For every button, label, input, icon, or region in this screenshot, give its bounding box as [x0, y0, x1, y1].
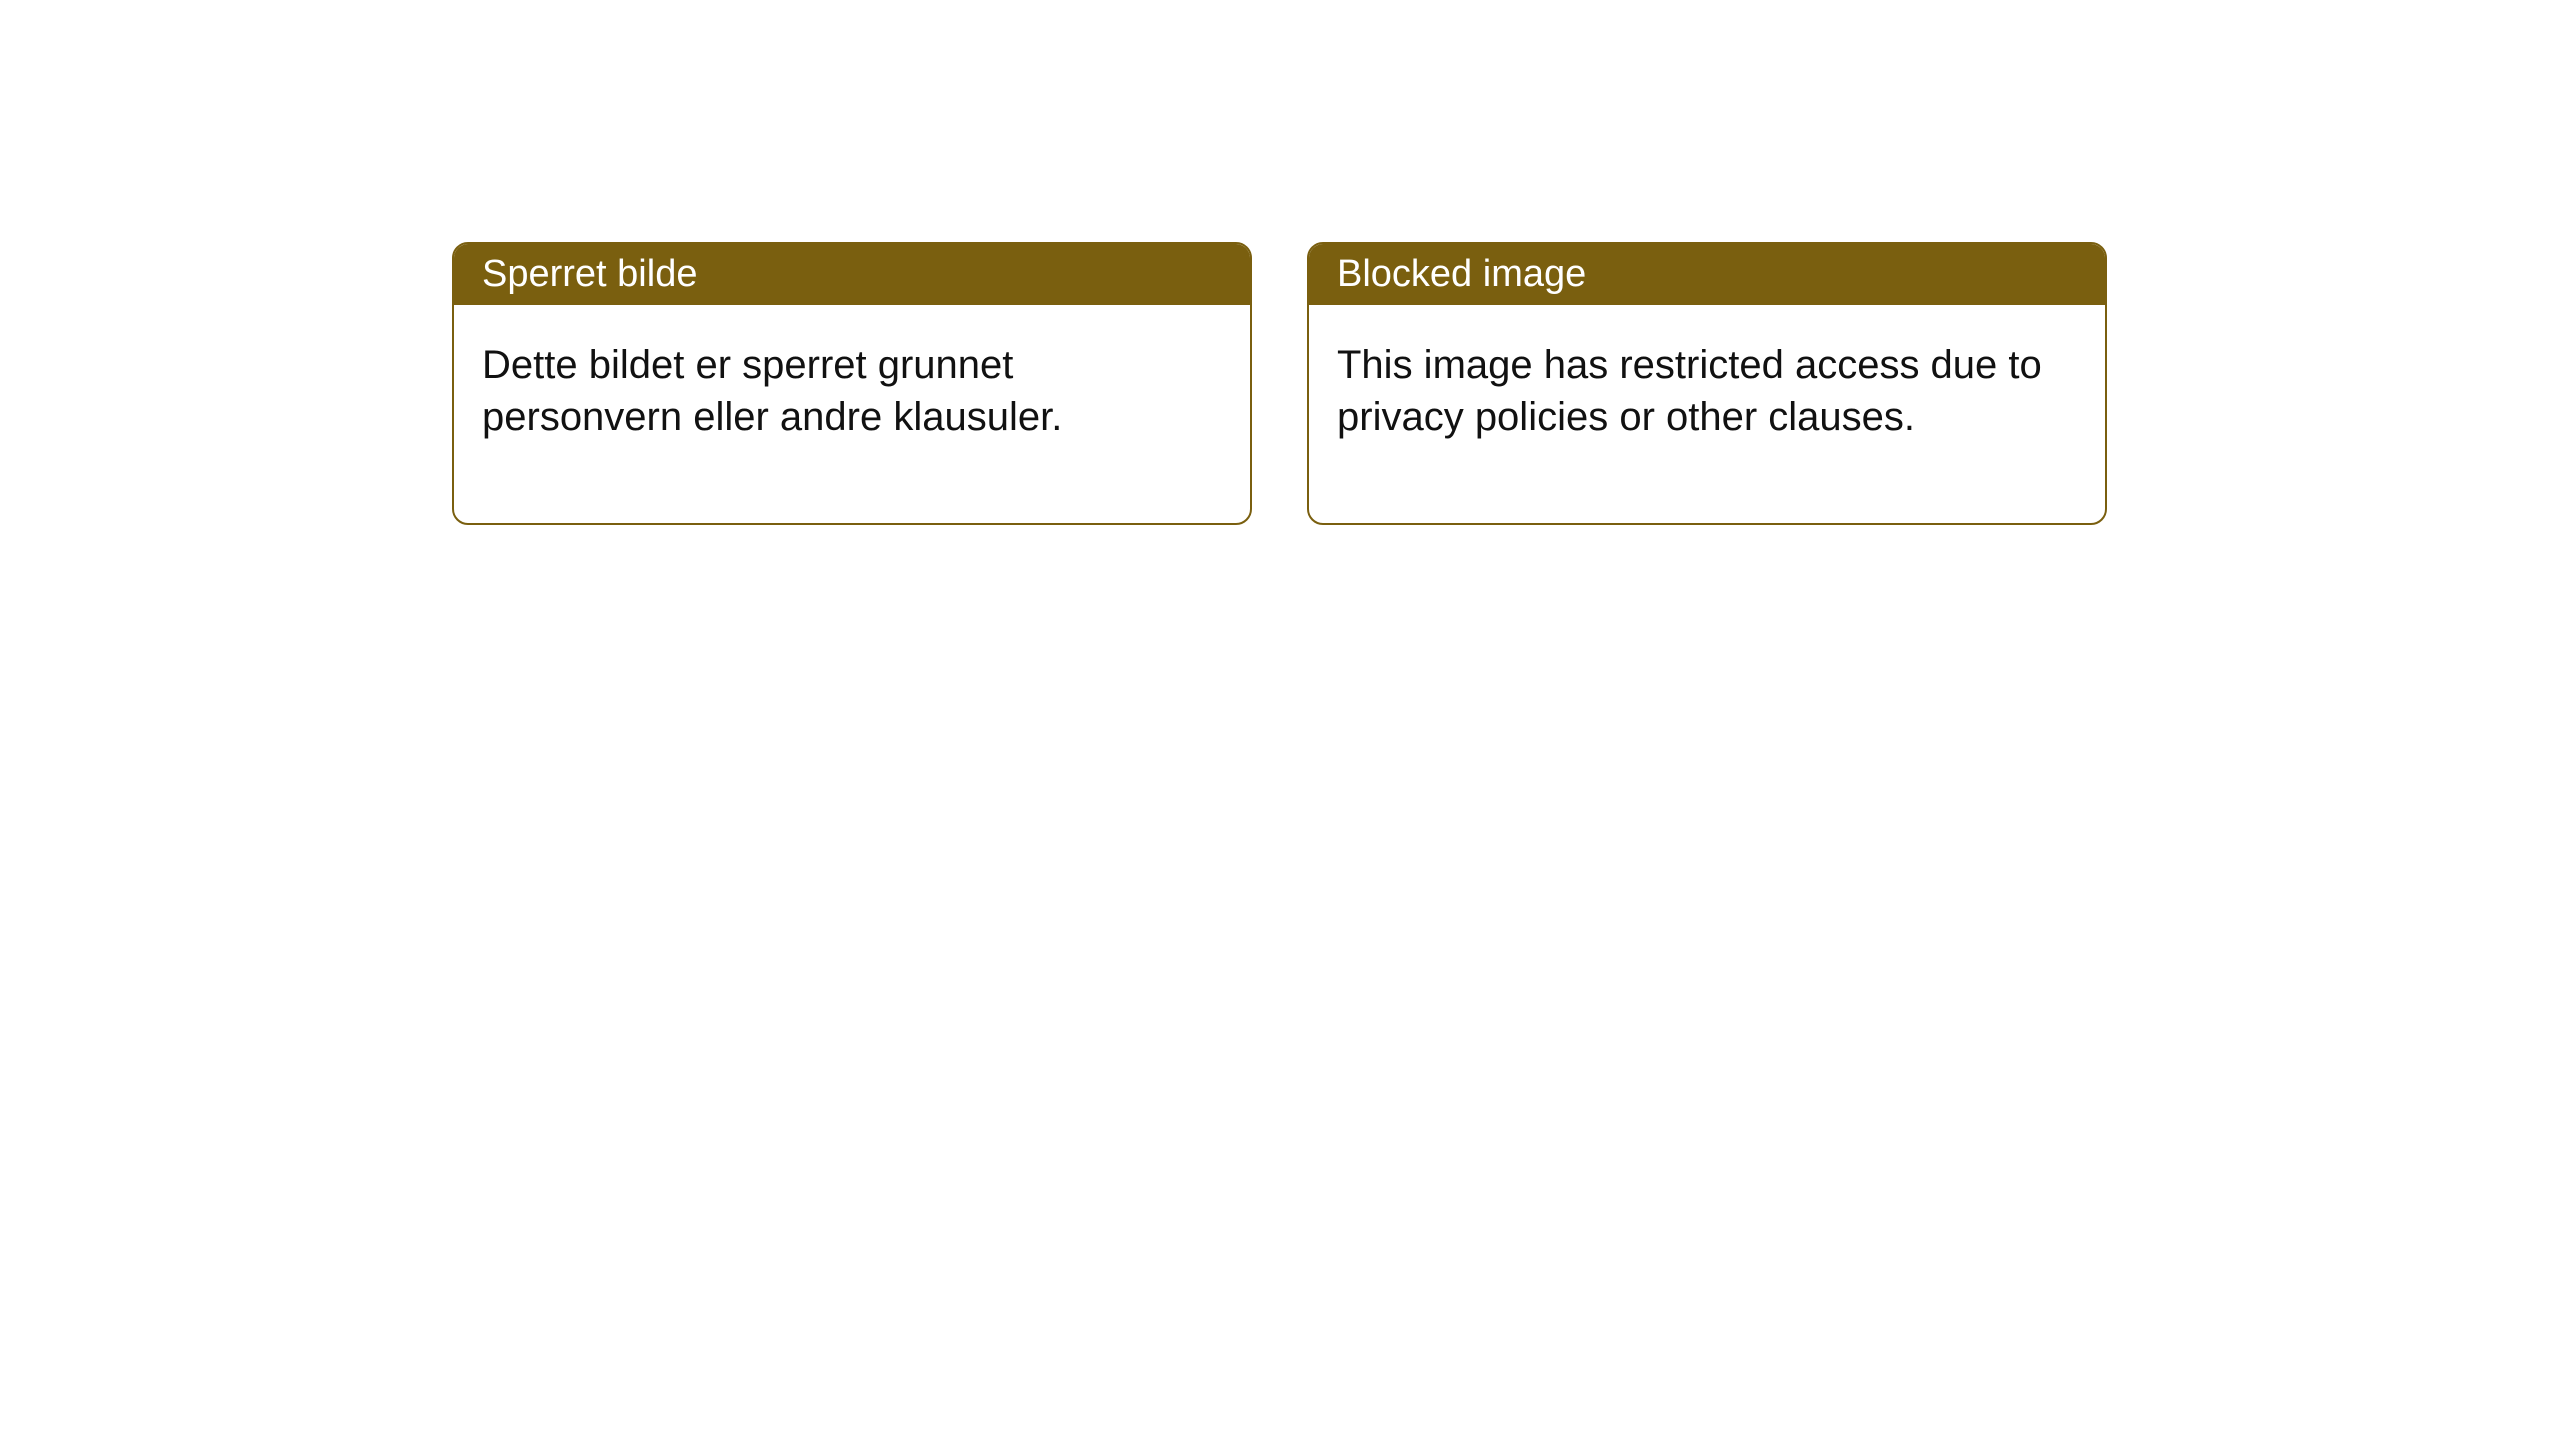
card-body-text: This image has restricted access due to … [1337, 343, 2042, 439]
notice-cards-container: Sperret bilde Dette bildet er sperret gr… [452, 242, 2107, 525]
card-title: Blocked image [1337, 253, 1586, 295]
notice-card-english: Blocked image This image has restricted … [1307, 242, 2107, 525]
card-header: Blocked image [1309, 244, 2105, 305]
card-body-text: Dette bildet er sperret grunnet personve… [482, 343, 1062, 439]
card-body: Dette bildet er sperret grunnet personve… [454, 305, 1250, 523]
card-header: Sperret bilde [454, 244, 1250, 305]
card-title: Sperret bilde [482, 253, 697, 295]
card-body: This image has restricted access due to … [1309, 305, 2105, 523]
notice-card-norwegian: Sperret bilde Dette bildet er sperret gr… [452, 242, 1252, 525]
